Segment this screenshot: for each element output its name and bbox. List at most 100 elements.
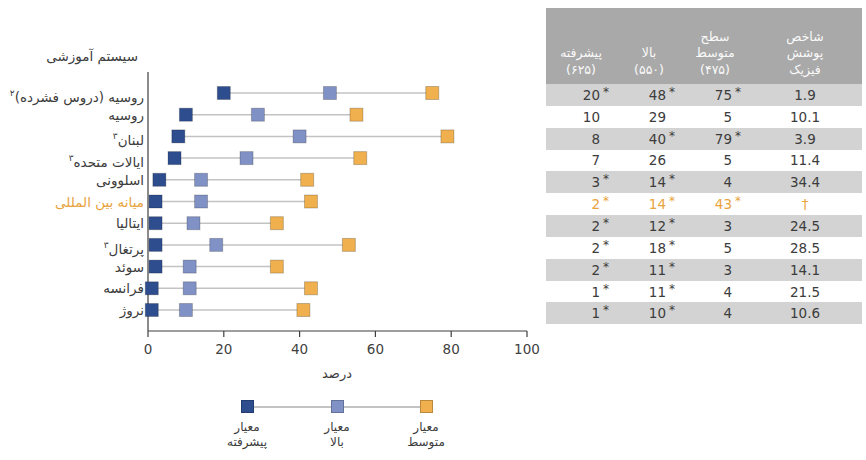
- table-row: 840*79*3.9: [546, 128, 862, 150]
- asterisk: *: [603, 194, 609, 208]
- high-significance: *: [666, 88, 682, 102]
- footnote-superscript: ۳: [104, 240, 109, 250]
- header-line: متوسط: [682, 45, 748, 62]
- advanced-benchmark-marker: [145, 304, 158, 317]
- intermediate-value: 4: [682, 174, 732, 190]
- high-value: 11: [616, 284, 666, 300]
- intermediate-value: 3: [682, 262, 732, 278]
- asterisk: *: [669, 172, 675, 186]
- col-header-advanced: پيشرفته(۶۲۵): [546, 45, 616, 78]
- coverage-index-value: 10.6: [748, 305, 862, 321]
- advanced-benchmark-marker: [149, 217, 162, 230]
- intermediate-value: 4: [682, 284, 732, 300]
- row-label: لبنان۳: [0, 126, 144, 150]
- row-label: فرانسه: [0, 278, 144, 298]
- intermediate-benchmark-marker: [304, 282, 317, 295]
- high-value: 26: [616, 152, 666, 168]
- row-label: ايتاليا: [0, 213, 144, 233]
- advanced-benchmark-marker: [168, 152, 181, 165]
- high-value: 48: [616, 87, 666, 103]
- x-tick-label: 60: [355, 341, 395, 357]
- advanced-significance: *: [600, 285, 616, 299]
- intermediate-value: 5: [682, 152, 732, 168]
- legend-label: معيارمتوسط: [381, 420, 471, 450]
- asterisk: *: [603, 216, 609, 230]
- advanced-value: 7: [546, 152, 600, 168]
- advanced-value: 2: [546, 240, 600, 256]
- header-line: شاخص: [748, 29, 862, 46]
- advanced-value: 1: [546, 305, 600, 321]
- coverage-index-value: 11.4: [748, 152, 862, 168]
- intermediate-value: 5: [682, 109, 732, 125]
- advanced-value: 8: [546, 131, 600, 147]
- advanced-significance: *: [600, 197, 616, 211]
- table-row: 7 26 5 11.4: [546, 150, 862, 172]
- asterisk: *: [669, 129, 675, 143]
- asterisk: *: [669, 282, 675, 296]
- advanced-benchmark-marker: [153, 173, 166, 186]
- high-benchmark-marker: [240, 152, 253, 165]
- intermediate-benchmark-marker: [304, 195, 317, 208]
- header-line: پيشرفته: [546, 45, 616, 62]
- advanced-significance: *: [600, 219, 616, 233]
- legend-label-line2: پيشرفته: [202, 435, 292, 450]
- coverage-index-value: 3.9: [748, 131, 862, 147]
- intermediate-significance: *: [732, 88, 748, 102]
- advanced-benchmark-marker: [149, 238, 162, 251]
- high-value: 10: [616, 305, 666, 321]
- high-benchmark-marker: [323, 87, 336, 100]
- high-significance: *: [666, 175, 682, 189]
- asterisk: *: [669, 85, 675, 99]
- high-value: 14: [616, 196, 666, 212]
- coverage-index-value: 10.1: [748, 109, 862, 125]
- legend-label-line1: معيار: [381, 420, 471, 435]
- row-label: روسيه: [0, 105, 144, 125]
- high-benchmark-marker: [293, 130, 306, 143]
- advanced-benchmark-marker: [145, 282, 158, 295]
- x-tick-label: 40: [280, 341, 320, 357]
- intermediate-value: 5: [682, 240, 732, 256]
- coverage-index-value: 34.4: [748, 174, 862, 190]
- header-line: بالا: [616, 45, 682, 62]
- asterisk: *: [603, 260, 609, 274]
- x-axis-title: درصد: [297, 366, 377, 381]
- high-significance: *: [666, 263, 682, 277]
- high-significance: *: [666, 219, 682, 233]
- advanced-significance: *: [600, 175, 616, 189]
- x-tick-label: 20: [204, 341, 244, 357]
- row-label: ايالات متحده۳: [0, 148, 144, 172]
- intermediate-legend-swatch: [420, 400, 433, 413]
- high-benchmark-marker: [187, 217, 200, 230]
- advanced-significance: *: [600, 263, 616, 277]
- advanced-benchmark-marker: [172, 130, 185, 143]
- intermediate-value: 43: [682, 196, 732, 212]
- table-row: 2*18*528.5: [546, 237, 862, 259]
- intermediate-significance: *: [732, 132, 748, 146]
- intermediate-benchmark-marker: [301, 173, 314, 186]
- row-label: اسلوونی: [0, 170, 144, 190]
- row-label: ميانه بين المللی: [0, 192, 144, 212]
- footnote-superscript: ۳: [113, 131, 118, 141]
- intermediate-significance: *: [732, 197, 748, 211]
- asterisk: *: [603, 282, 609, 296]
- header-line: (۶۲۵): [546, 62, 616, 79]
- asterisk: *: [603, 303, 609, 317]
- footnote-superscript: ۲: [10, 88, 15, 98]
- y-axis-title: سيستم آموزشی: [0, 48, 138, 64]
- header-line: پوشش: [748, 45, 862, 62]
- asterisk: *: [603, 238, 609, 252]
- row-label: روسيه (دروس فشرده)۲: [0, 83, 144, 107]
- asterisk: *: [669, 303, 675, 317]
- advanced-benchmark-marker: [149, 260, 162, 273]
- benchmark-table: پيشرفته(۶۲۵)بالا(۵۵۰)سطحمتوسط(۴۷۵)شاخصپو…: [546, 8, 862, 324]
- advanced-value: 1: [546, 284, 600, 300]
- high-value: 18: [616, 240, 666, 256]
- asterisk: *: [735, 85, 741, 99]
- table-row: 2*14*43*†: [546, 193, 862, 215]
- x-tick-label: 0: [128, 341, 168, 357]
- asterisk: *: [669, 216, 675, 230]
- header-line: (۴۷۵): [682, 62, 748, 79]
- col-header-coverage-index: شاخصپوششفيزيک: [748, 29, 862, 79]
- table-header: پيشرفته(۶۲۵)بالا(۵۵۰)سطحمتوسط(۴۷۵)شاخصپو…: [546, 8, 862, 84]
- x-tick-label: 100: [507, 341, 547, 357]
